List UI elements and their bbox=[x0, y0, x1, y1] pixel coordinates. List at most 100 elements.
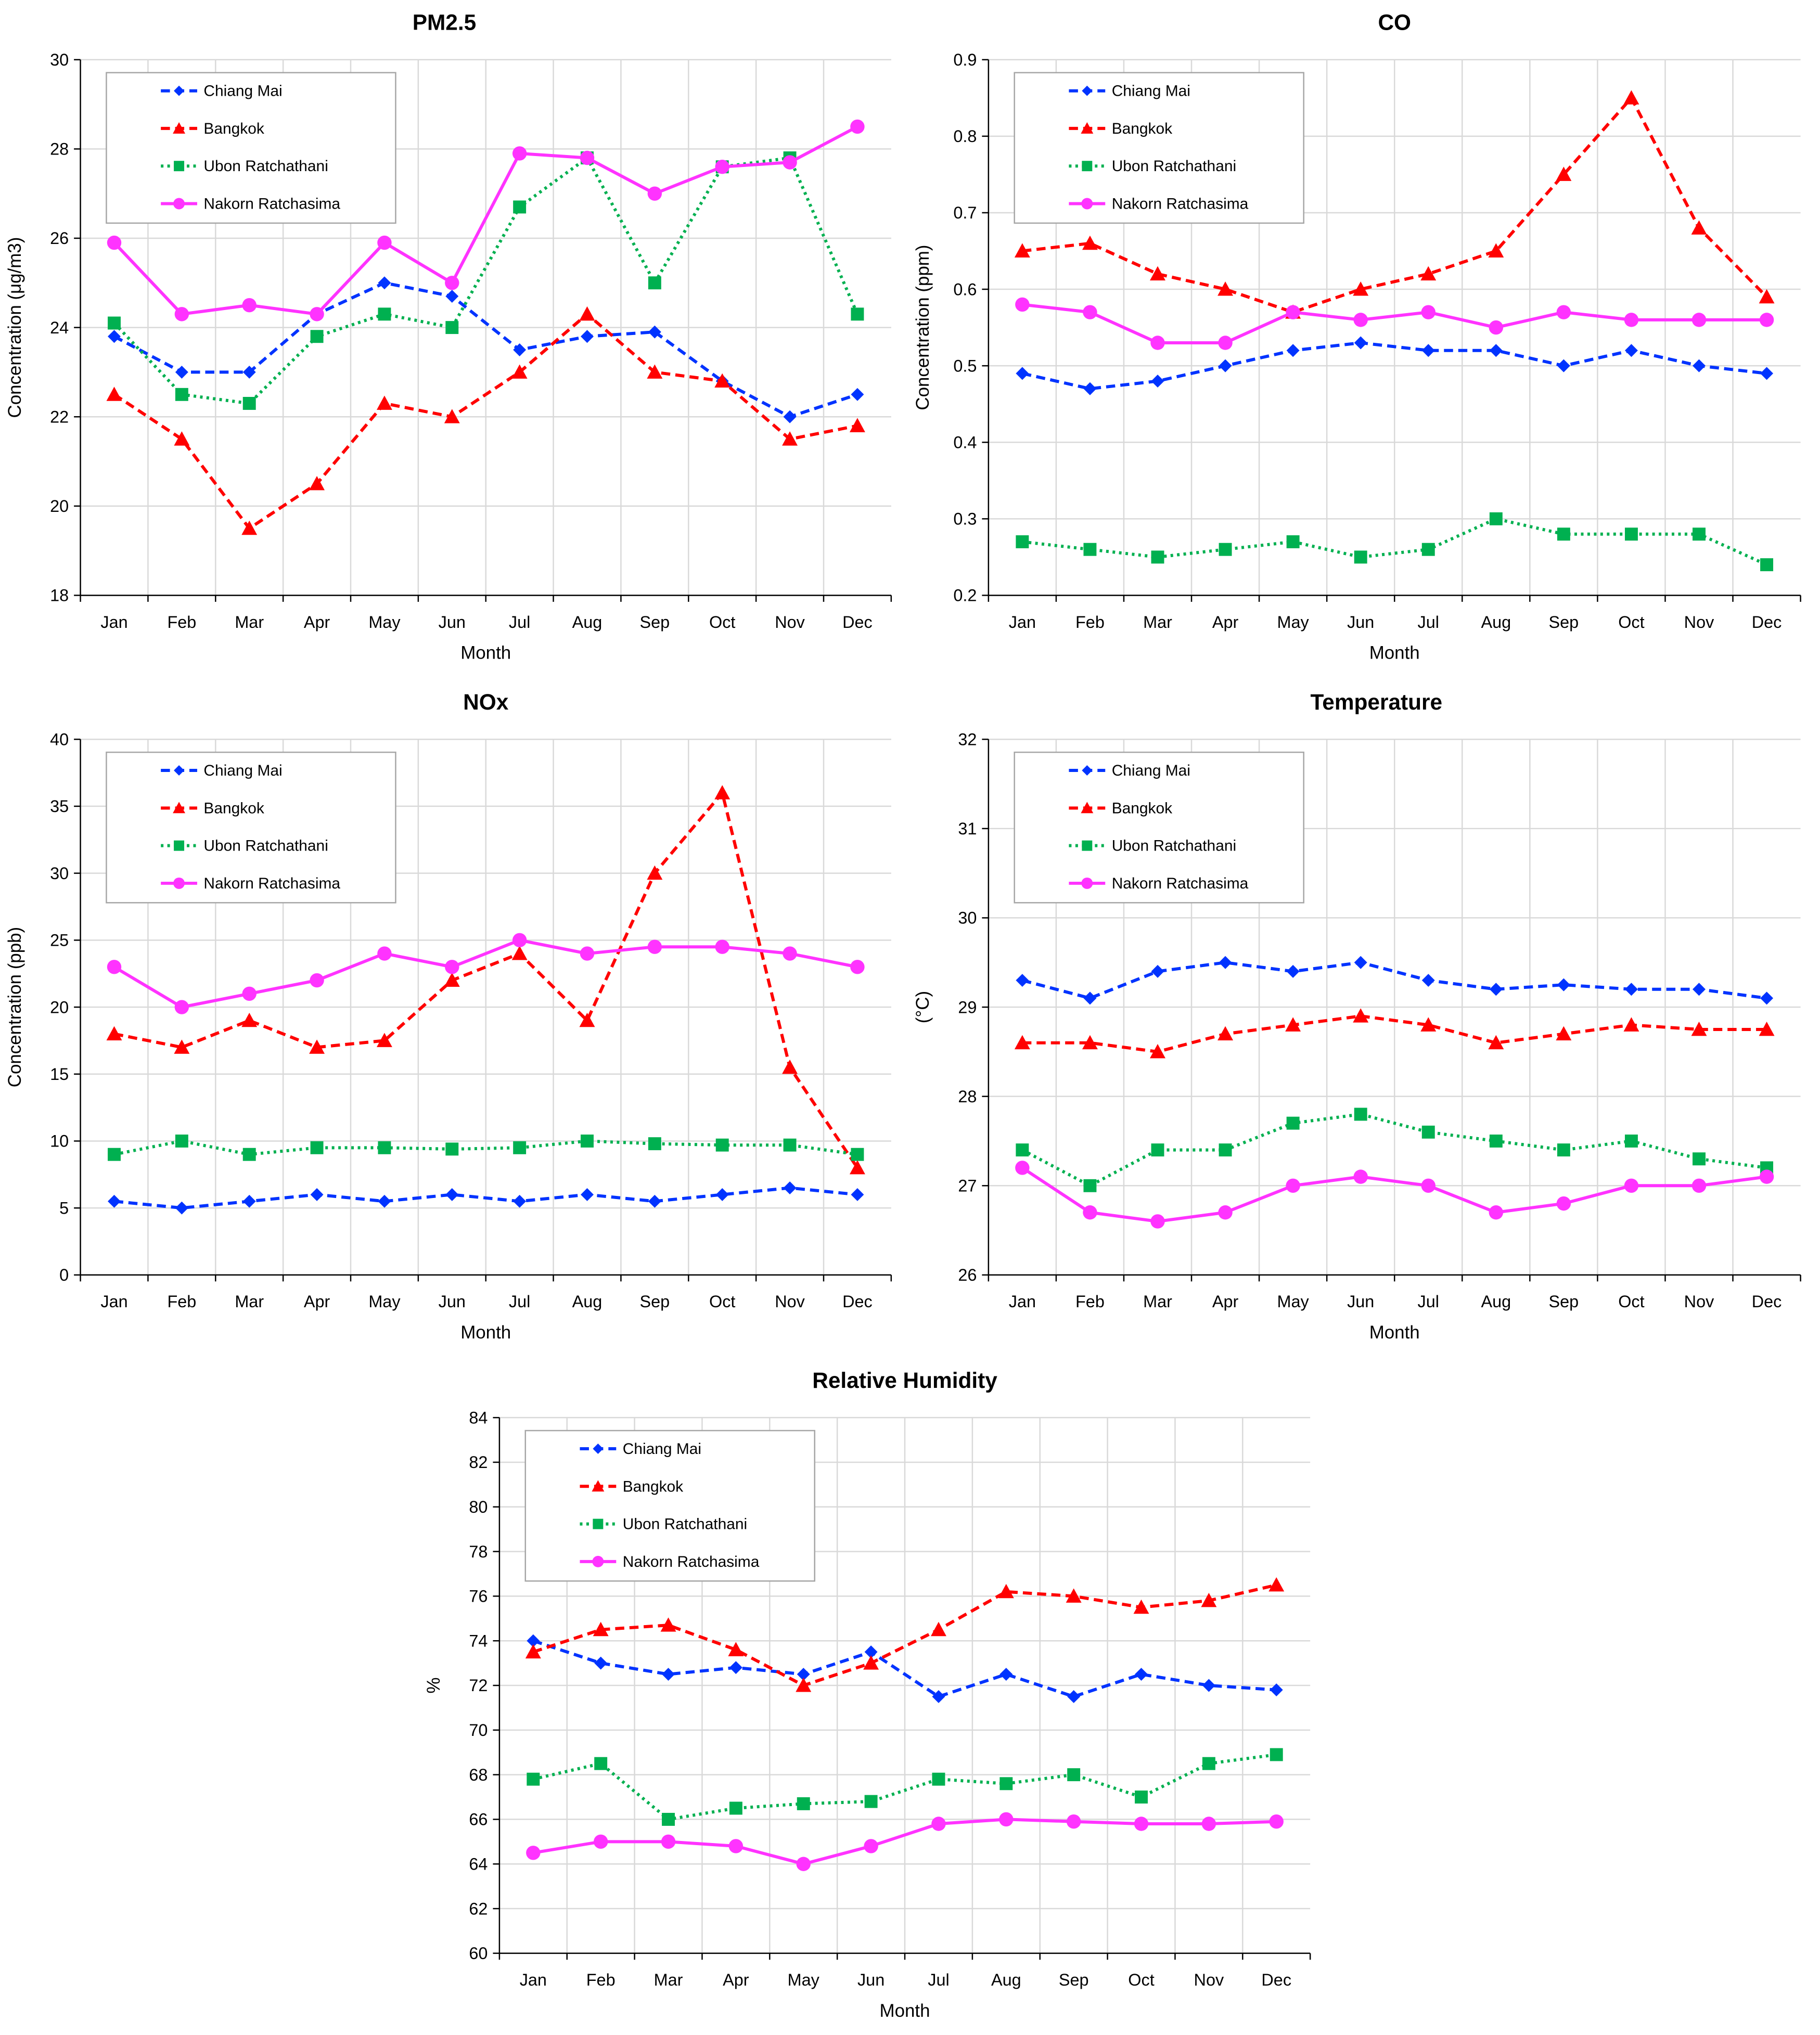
y-tick-label: 0.6 bbox=[953, 280, 977, 299]
series-line bbox=[113, 1139, 858, 1156]
legend-box bbox=[1014, 751, 1304, 904]
data-point bbox=[1489, 983, 1503, 996]
data-point bbox=[376, 1033, 392, 1047]
data-point bbox=[377, 946, 392, 961]
y-axis-label: Concentration (ppb) bbox=[5, 927, 25, 1087]
x-tick-label: Sep bbox=[640, 613, 670, 632]
data-point bbox=[1135, 1668, 1148, 1681]
y-tick-label: 84 bbox=[469, 1408, 488, 1427]
series-bangkok bbox=[1014, 90, 1775, 319]
y-tick-label: 62 bbox=[469, 1899, 488, 1918]
data-point bbox=[1556, 166, 1572, 181]
series-line bbox=[1022, 95, 1768, 314]
data-point bbox=[1268, 1577, 1285, 1592]
y-tick-label: 82 bbox=[469, 1453, 488, 1472]
data-point bbox=[1354, 550, 1367, 564]
legend-label: Ubon Ratchathani bbox=[203, 838, 328, 855]
data-point bbox=[1270, 1683, 1283, 1697]
data-point bbox=[445, 321, 459, 334]
data-point bbox=[310, 973, 324, 988]
data-point bbox=[782, 431, 798, 446]
data-point bbox=[377, 235, 392, 250]
series-chiang-mai bbox=[1016, 956, 1774, 1005]
data-point bbox=[1286, 344, 1300, 357]
x-tick-label: Jul bbox=[928, 1970, 949, 1989]
y-tick-label: 35 bbox=[50, 797, 69, 816]
legend: Chiang Mai Bangkok Ubon Ratchathani Nakorn … bbox=[106, 72, 396, 224]
data-point bbox=[1693, 1152, 1706, 1166]
data-point bbox=[932, 1772, 945, 1786]
data-point bbox=[1691, 220, 1707, 235]
x-tick-label: Sep bbox=[1549, 613, 1579, 632]
data-point bbox=[1151, 1143, 1164, 1157]
legend-marker bbox=[1082, 161, 1093, 172]
data-point bbox=[1354, 336, 1367, 350]
series-line bbox=[113, 789, 859, 1169]
chart-title: Temperature bbox=[1311, 690, 1443, 714]
data-point bbox=[1489, 1135, 1503, 1148]
data-point bbox=[999, 1812, 1014, 1827]
legend-label: Nakorn Ratchasima bbox=[1112, 195, 1249, 212]
x-tick-label: Jun bbox=[857, 1970, 885, 1989]
series-nakorn-ratchasima bbox=[107, 119, 865, 321]
data-point bbox=[1421, 1125, 1435, 1139]
data-point bbox=[445, 1142, 459, 1156]
data-point bbox=[108, 330, 121, 343]
legend-label: Bangkok bbox=[203, 800, 264, 817]
data-point bbox=[1016, 974, 1029, 987]
data-point bbox=[512, 933, 527, 948]
data-point bbox=[581, 330, 594, 343]
data-point bbox=[108, 1194, 121, 1208]
x-tick-label: May bbox=[1277, 613, 1310, 632]
x-tick-label: Oct bbox=[1618, 1292, 1644, 1311]
data-point bbox=[241, 520, 258, 535]
data-point bbox=[1557, 527, 1570, 541]
data-point bbox=[1760, 558, 1774, 572]
data-point bbox=[1067, 1690, 1081, 1703]
data-point bbox=[1759, 1169, 1774, 1184]
data-point bbox=[851, 1148, 864, 1161]
y-tick-label: 72 bbox=[469, 1676, 488, 1695]
series-line bbox=[113, 312, 858, 531]
data-point bbox=[932, 1690, 945, 1703]
y-tick-label: 26 bbox=[50, 229, 69, 248]
legend-label: Bangkok bbox=[1112, 120, 1172, 137]
legend-label: Ubon Ratchathani bbox=[1112, 838, 1236, 855]
data-point bbox=[1217, 1026, 1234, 1040]
data-point bbox=[579, 1012, 595, 1027]
legend-box bbox=[524, 1429, 815, 1582]
legend: Chiang Mai Bangkok Ubon Ratchathani Nakorn … bbox=[1014, 72, 1304, 224]
data-point bbox=[1354, 956, 1367, 969]
data-point bbox=[513, 1141, 527, 1154]
x-tick-label: Jan bbox=[520, 1970, 547, 1989]
data-point bbox=[797, 1668, 810, 1681]
legend-label: Bangkok bbox=[1112, 800, 1172, 817]
series-line bbox=[113, 281, 858, 419]
legend-label: Nakorn Ratchasima bbox=[203, 875, 340, 892]
data-point bbox=[309, 1039, 325, 1054]
y-axis-label: % bbox=[424, 1677, 444, 1693]
data-point bbox=[850, 119, 865, 134]
data-point bbox=[1556, 1026, 1572, 1040]
x-tick-label: May bbox=[368, 1292, 401, 1311]
legend-marker bbox=[1082, 765, 1093, 776]
data-point bbox=[1286, 1116, 1300, 1130]
data-point bbox=[106, 1026, 122, 1040]
data-point bbox=[851, 307, 864, 321]
data-point bbox=[1489, 320, 1504, 335]
y-tick-label: 64 bbox=[469, 1854, 488, 1873]
data-point bbox=[310, 1188, 324, 1201]
data-point bbox=[1286, 535, 1300, 548]
data-point bbox=[1067, 1768, 1081, 1782]
data-point bbox=[1488, 1035, 1504, 1050]
data-point bbox=[1014, 243, 1030, 257]
data-point bbox=[1759, 289, 1775, 304]
data-point bbox=[1201, 1593, 1217, 1607]
data-point bbox=[174, 1039, 190, 1054]
data-point bbox=[1759, 313, 1774, 327]
y-tick-label: 30 bbox=[50, 864, 69, 883]
y-tick-label: 74 bbox=[469, 1631, 488, 1650]
data-point bbox=[647, 939, 662, 954]
data-point bbox=[1421, 974, 1435, 987]
